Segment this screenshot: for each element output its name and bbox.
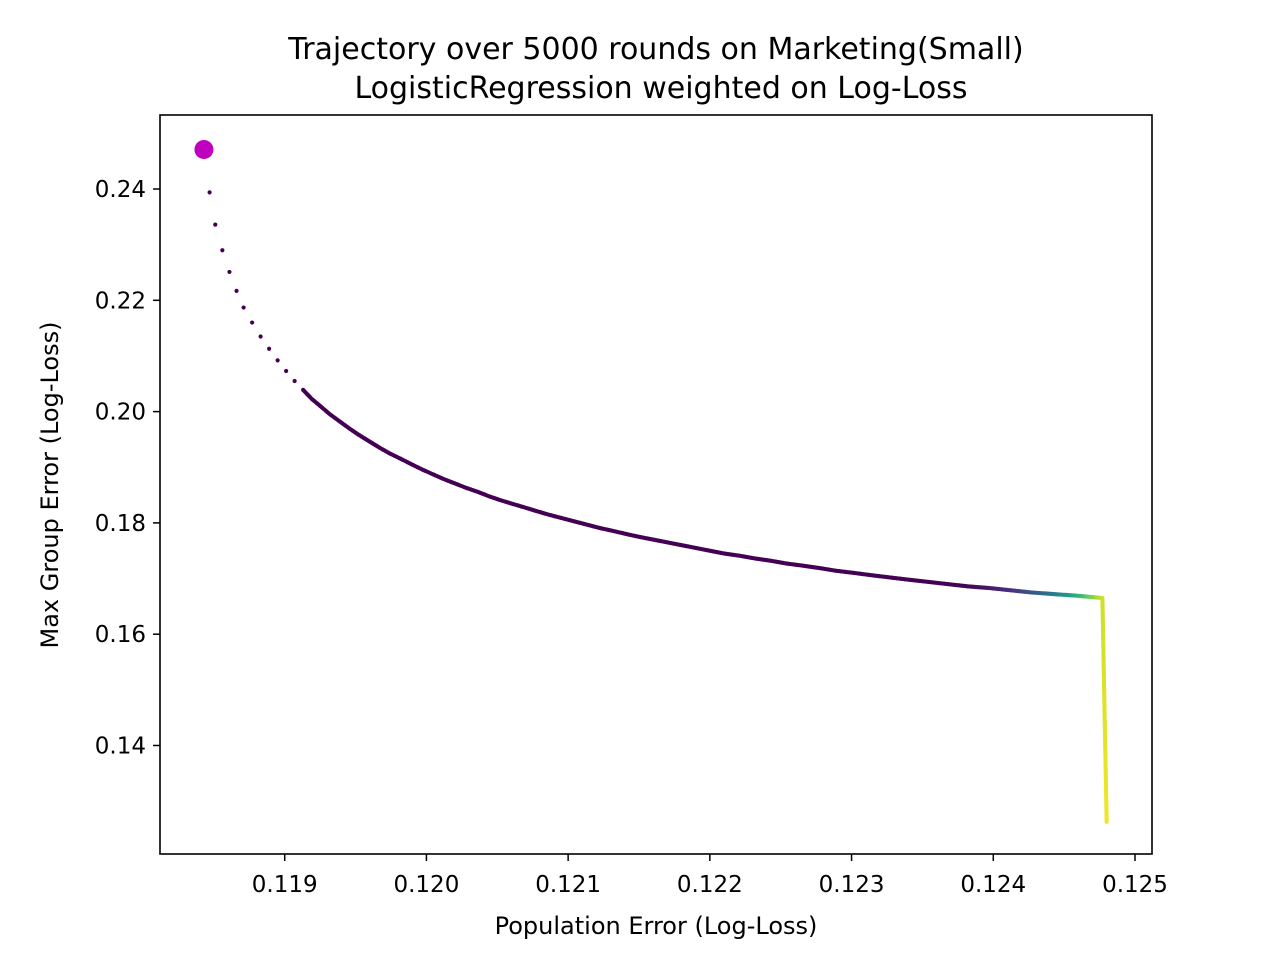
- trajectory-point: [234, 288, 239, 293]
- x-tick-label: 0.119: [252, 872, 318, 898]
- trajectory-point: [227, 269, 232, 275]
- trajectory-point: [258, 334, 263, 339]
- y-tick-label: 0.20: [95, 400, 146, 426]
- x-tick-label: 0.123: [819, 872, 885, 898]
- trajectory-point: [267, 346, 272, 351]
- plot-frame: [159, 114, 1153, 855]
- y-axis-ticks: 0.14 0.16 0.18 0.20 0.22 0.24: [95, 177, 160, 759]
- x-axis-label: Population Error (Log-Loss): [495, 912, 818, 940]
- chart-title: Trajectory over 5000 rounds on Marketing…: [287, 32, 1023, 67]
- trajectory-point: [284, 368, 289, 374]
- x-tick-label: 0.122: [677, 872, 743, 898]
- y-tick-label: 0.14: [95, 733, 146, 759]
- y-tick-label: 0.22: [95, 288, 146, 314]
- start-point-layer: [194, 140, 214, 159]
- trajectory-point: [275, 358, 280, 363]
- trajectory-point: [241, 305, 246, 310]
- y-tick-label: 0.24: [95, 177, 146, 203]
- y-tick-label: 0.18: [95, 511, 146, 537]
- trajectory-point: [1104, 819, 1109, 824]
- plot-area: [160, 115, 1152, 854]
- trajectory-point: [220, 248, 225, 253]
- trajectory-point: [213, 222, 218, 227]
- start-point-marker: [194, 140, 214, 159]
- chart-subtitle: LogisticRegression weighted on Log-Loss: [354, 71, 967, 106]
- trajectory-points: [207, 190, 1109, 824]
- y-tick-label: 0.16: [95, 622, 146, 648]
- x-axis-ticks: 0.119 0.120 0.121 0.122 0.123 0.124 0.125: [252, 854, 1168, 898]
- y-axis-label: Max Group Error (Log-Loss): [36, 322, 64, 649]
- x-tick-label: 0.121: [535, 872, 601, 898]
- trajectory-point: [250, 320, 255, 325]
- x-tick-label: 0.124: [960, 872, 1026, 898]
- trajectory-point: [207, 190, 212, 195]
- x-tick-label: 0.125: [1102, 872, 1168, 898]
- x-tick-label: 0.120: [393, 872, 459, 898]
- trajectory-point: [292, 378, 297, 384]
